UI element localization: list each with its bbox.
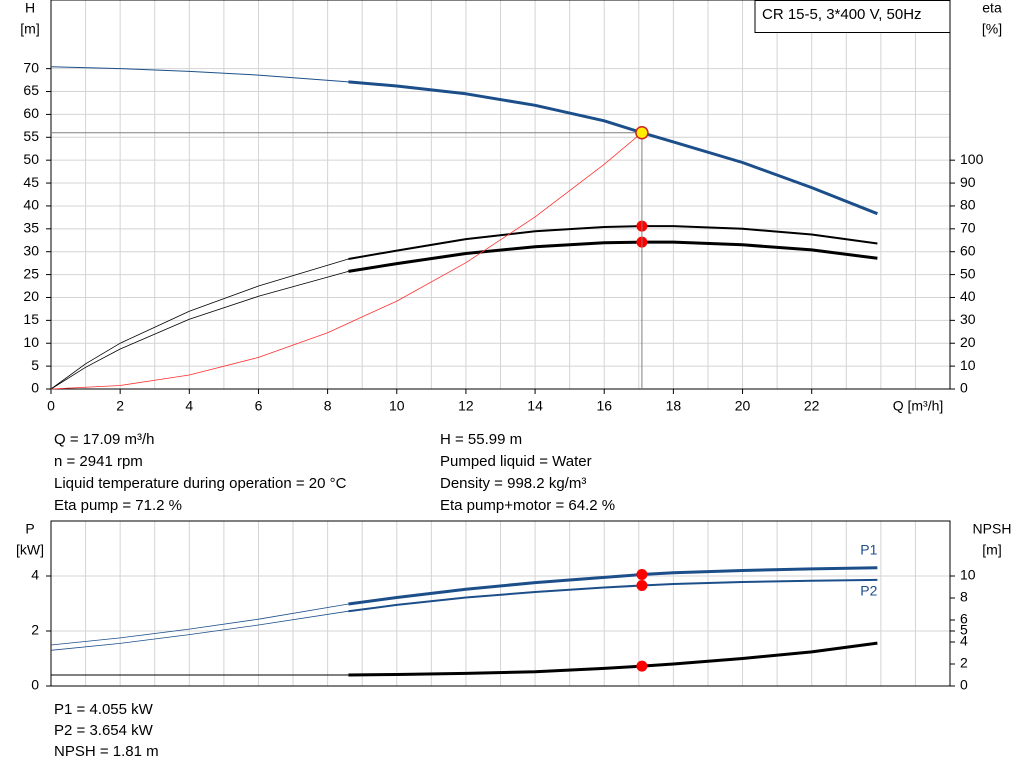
operating-point (636, 568, 648, 580)
x-tick-label: 4 (185, 398, 193, 414)
y2-tick-label: 80 (960, 197, 976, 213)
y2-tick-label: 0 (960, 380, 968, 396)
y2-tick-label: 10 (960, 357, 976, 373)
x-tick-label: 6 (255, 398, 263, 414)
x-tick-label: 22 (804, 398, 820, 414)
plot-frame (50, 520, 951, 687)
y-tick-label: 0 (31, 677, 39, 693)
curve (50, 66, 349, 83)
y-tick-label: 25 (23, 265, 39, 281)
x-axis-label: Q [m³/h] (893, 398, 944, 414)
readout: Q = 17.09 m³/h (54, 431, 154, 448)
series-label: P1 (860, 541, 877, 557)
y-axis-label: P (25, 521, 34, 537)
title-box (754, 0, 951, 33)
readout: P1 = 4.055 kW (54, 701, 154, 718)
y-tick-label: 10 (23, 334, 39, 350)
y2-tick-label: 4 (960, 633, 968, 649)
y-axis-label: [m] (20, 21, 39, 37)
y2-tick-label: 5 (960, 622, 968, 638)
y2-tick-label: 10 (960, 567, 976, 583)
readout: Pumped liquid = Water (440, 453, 592, 470)
y2-tick-label: 30 (960, 311, 976, 327)
y-tick-label: 20 (23, 288, 39, 304)
y2-tick-label: 8 (960, 589, 968, 605)
y2-axis-label: eta (982, 0, 1002, 16)
operating-point (636, 660, 648, 672)
y-tick-label: 40 (23, 197, 39, 213)
y2-tick-label: 2 (960, 655, 968, 671)
y-tick-label: 0 (31, 380, 39, 396)
series-label: P2 (860, 583, 877, 599)
y-tick-label: 4 (31, 567, 39, 583)
curve (50, 132, 643, 390)
curve (50, 271, 349, 390)
operating-point (635, 126, 649, 140)
operating-point (636, 580, 648, 592)
curve (348, 641, 878, 677)
curve (50, 258, 349, 390)
x-tick-label: 20 (735, 398, 751, 414)
readout: Density = 998.2 kg/m³ (440, 475, 586, 492)
y-tick-label: 2 (31, 622, 39, 638)
y2-axis-label: NPSH (973, 521, 1012, 537)
y2-tick-label: 70 (960, 220, 976, 236)
curve (348, 566, 878, 606)
y-axis-label: [kW] (16, 542, 44, 558)
y-axis-label: H (25, 0, 35, 16)
x-tick-label: 0 (47, 398, 55, 414)
curve (348, 240, 878, 273)
y2-axis-label: [m] (982, 542, 1001, 558)
curve (50, 603, 349, 646)
y-tick-label: 35 (23, 220, 39, 236)
curve (348, 578, 878, 613)
readout: P2 = 3.654 kW (54, 722, 154, 739)
y2-axis-label: [%] (982, 21, 1002, 37)
x-tick-label: 2 (116, 398, 124, 414)
readout: NPSH = 1.81 m (54, 743, 159, 760)
y-tick-label: 65 (23, 82, 39, 98)
curve (348, 80, 878, 216)
y-tick-label: 55 (23, 128, 39, 144)
curve (348, 225, 878, 260)
y-tick-label: 30 (23, 242, 39, 258)
y-tick-label: 5 (31, 357, 39, 373)
y2-tick-label: 0 (960, 677, 968, 693)
y2-tick-label: 6 (960, 611, 968, 627)
y2-tick-label: 50 (960, 265, 976, 281)
readout: Eta pump+motor = 64.2 % (440, 497, 615, 514)
y2-tick-label: 90 (960, 174, 976, 190)
curve (50, 610, 349, 651)
y2-tick-label: 60 (960, 242, 976, 258)
y2-tick-label: 40 (960, 288, 976, 304)
plot-frame (50, 0, 951, 390)
readout: Eta pump = 71.2 % (54, 497, 182, 514)
y-tick-label: 60 (23, 105, 39, 121)
x-tick-label: 16 (596, 398, 612, 414)
x-tick-label: 12 (458, 398, 474, 414)
y2-tick-label: 100 (960, 151, 984, 167)
chart-title: CR 15-5, 3*400 V, 50Hz (762, 6, 922, 23)
readout: H = 55.99 m (440, 431, 522, 448)
y-tick-label: 50 (23, 151, 39, 167)
y-tick-label: 70 (23, 59, 39, 75)
readout: Liquid temperature during operation = 20… (54, 475, 347, 492)
x-tick-label: 10 (389, 398, 405, 414)
x-tick-label: 18 (666, 398, 682, 414)
readout: n = 2941 rpm (54, 453, 143, 470)
y-tick-label: 45 (23, 174, 39, 190)
y-tick-label: 15 (23, 311, 39, 327)
x-tick-label: 8 (324, 398, 332, 414)
x-tick-label: 14 (527, 398, 543, 414)
y2-tick-label: 20 (960, 334, 976, 350)
